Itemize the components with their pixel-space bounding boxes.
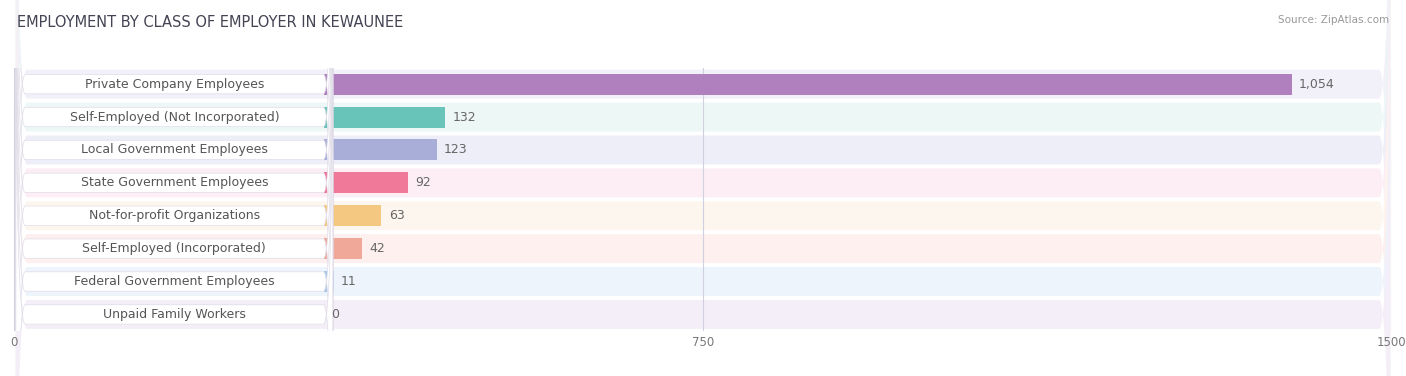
Text: Self-Employed (Not Incorporated): Self-Employed (Not Incorporated): [69, 111, 280, 124]
FancyBboxPatch shape: [15, 0, 333, 376]
Bar: [323, 139, 437, 161]
FancyBboxPatch shape: [15, 0, 1391, 376]
Bar: [323, 74, 1292, 95]
Bar: [323, 205, 381, 226]
Bar: [323, 271, 333, 292]
FancyBboxPatch shape: [15, 0, 1391, 376]
FancyBboxPatch shape: [15, 0, 333, 376]
Text: Local Government Employees: Local Government Employees: [82, 143, 267, 156]
FancyBboxPatch shape: [15, 0, 333, 376]
FancyBboxPatch shape: [15, 0, 1391, 376]
Text: 1,054: 1,054: [1299, 77, 1334, 91]
Text: 0: 0: [330, 308, 339, 321]
FancyBboxPatch shape: [15, 0, 333, 376]
FancyBboxPatch shape: [15, 0, 1391, 376]
Bar: [323, 172, 408, 193]
FancyBboxPatch shape: [15, 0, 1391, 376]
Text: Self-Employed (Incorporated): Self-Employed (Incorporated): [83, 242, 266, 255]
Text: Unpaid Family Workers: Unpaid Family Workers: [103, 308, 246, 321]
FancyBboxPatch shape: [15, 0, 333, 376]
FancyBboxPatch shape: [15, 0, 333, 376]
Text: 123: 123: [444, 143, 468, 156]
Bar: [323, 106, 444, 127]
Text: EMPLOYMENT BY CLASS OF EMPLOYER IN KEWAUNEE: EMPLOYMENT BY CLASS OF EMPLOYER IN KEWAU…: [17, 15, 404, 30]
Text: 92: 92: [416, 176, 432, 190]
Text: 42: 42: [370, 242, 385, 255]
Text: 63: 63: [389, 209, 405, 222]
FancyBboxPatch shape: [15, 0, 333, 376]
Text: Not-for-profit Organizations: Not-for-profit Organizations: [89, 209, 260, 222]
FancyBboxPatch shape: [15, 0, 1391, 376]
Text: Private Company Employees: Private Company Employees: [84, 77, 264, 91]
Text: Federal Government Employees: Federal Government Employees: [75, 275, 274, 288]
FancyBboxPatch shape: [15, 0, 333, 376]
Text: Source: ZipAtlas.com: Source: ZipAtlas.com: [1278, 15, 1389, 25]
Text: 11: 11: [342, 275, 357, 288]
FancyBboxPatch shape: [15, 0, 1391, 376]
Text: State Government Employees: State Government Employees: [80, 176, 269, 190]
FancyBboxPatch shape: [15, 0, 1391, 376]
Text: 132: 132: [453, 111, 475, 124]
Bar: [323, 238, 363, 259]
